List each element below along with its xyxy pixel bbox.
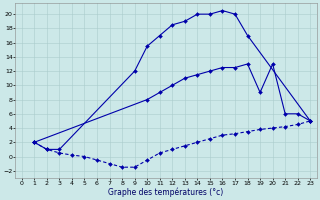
X-axis label: Graphe des températures (°c): Graphe des températures (°c) [108,187,224,197]
